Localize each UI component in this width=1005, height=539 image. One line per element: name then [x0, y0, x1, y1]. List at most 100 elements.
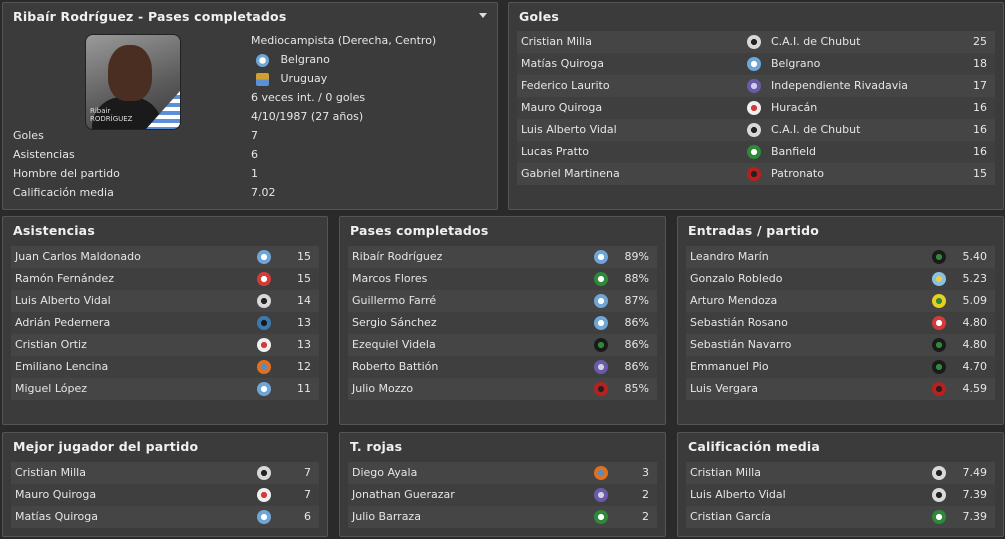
pases-row[interactable]: Guillermo Farré 87%: [348, 290, 657, 312]
club-badge-icon[interactable]: [257, 488, 271, 502]
player-name[interactable]: Gabriel Martinena: [521, 167, 620, 180]
player-name[interactable]: Mauro Quiroga: [15, 488, 97, 501]
club-badge-icon[interactable]: [594, 316, 608, 330]
entradas-row[interactable]: Gonzalo Robledo 5.23: [686, 268, 995, 290]
player-name[interactable]: Emiliano Lencina: [15, 360, 109, 373]
goles-row[interactable]: Cristian Milla C.A.I. de Chubut 25: [517, 31, 995, 53]
player-name[interactable]: Miguel López: [15, 382, 88, 395]
player-name[interactable]: Jonathan Guerazar: [352, 488, 455, 501]
goles-row[interactable]: Mauro Quiroga Huracán 16: [517, 97, 995, 119]
club-badge-icon[interactable]: [257, 466, 271, 480]
player-name[interactable]: Cristian Milla: [690, 466, 761, 479]
club-badge-icon[interactable]: [594, 382, 608, 396]
entradas-row[interactable]: Sebastián Navarro 4.80: [686, 334, 995, 356]
player-club-line[interactable]: Belgrano: [256, 53, 330, 67]
entradas-row[interactable]: Sebastián Rosano 4.80: [686, 312, 995, 334]
player-name[interactable]: Ezequiel Videla: [352, 338, 436, 351]
pases-row[interactable]: Marcos Flores 88%: [348, 268, 657, 290]
club-name[interactable]: Huracán: [771, 101, 818, 114]
club-badge-icon[interactable]: [257, 294, 271, 308]
calificacion-row[interactable]: Cristian Milla 7.49: [686, 462, 995, 484]
goles-row[interactable]: Luis Alberto Vidal C.A.I. de Chubut 16: [517, 119, 995, 141]
player-name[interactable]: Luis Vergara: [690, 382, 758, 395]
entradas-row[interactable]: Emmanuel Pio 4.70: [686, 356, 995, 378]
club-name[interactable]: C.A.I. de Chubut: [771, 35, 861, 48]
club-badge-icon[interactable]: [257, 272, 271, 286]
club-badge-icon[interactable]: [257, 316, 271, 330]
player-nation-line[interactable]: Uruguay: [256, 72, 327, 86]
rojas-row[interactable]: Diego Ayala 3: [348, 462, 657, 484]
club-badge-icon[interactable]: [932, 382, 946, 396]
club-badge-icon[interactable]: [257, 510, 271, 524]
pases-row[interactable]: Roberto Battión 86%: [348, 356, 657, 378]
profile-dropdown-icon[interactable]: [479, 13, 487, 18]
player-name[interactable]: Federico Laurito: [521, 79, 610, 92]
club-badge-icon[interactable]: [257, 338, 271, 352]
club-badge-icon[interactable]: [932, 488, 946, 502]
club-badge-icon[interactable]: [257, 250, 271, 264]
player-name[interactable]: Leandro Marín: [690, 250, 769, 263]
player-name[interactable]: Luis Alberto Vidal: [521, 123, 617, 136]
goles-row[interactable]: Federico Laurito Independiente Rivadavia 1…: [517, 75, 995, 97]
club-name[interactable]: Belgrano: [771, 57, 821, 70]
club-badge-icon[interactable]: [932, 250, 946, 264]
pases-row[interactable]: Ribaír Rodríguez 89%: [348, 246, 657, 268]
entradas-row[interactable]: Luis Vergara 4.59: [686, 378, 995, 400]
player-name[interactable]: Emmanuel Pio: [690, 360, 769, 373]
club-name[interactable]: C.A.I. de Chubut: [771, 123, 861, 136]
calificacion-row[interactable]: Cristian García 7.39: [686, 506, 995, 528]
club-badge-icon[interactable]: [257, 382, 271, 396]
club-badge-icon[interactable]: [932, 272, 946, 286]
club-badge-icon[interactable]: [594, 294, 608, 308]
player-name[interactable]: Guillermo Farré: [352, 294, 437, 307]
entradas-row[interactable]: Arturo Mendoza 5.09: [686, 290, 995, 312]
player-name[interactable]: Matías Quiroga: [521, 57, 604, 70]
club-badge-icon[interactable]: [594, 272, 608, 286]
asistencias-row[interactable]: Emiliano Lencina 12: [11, 356, 319, 378]
pases-row[interactable]: Julio Mozzo 85%: [348, 378, 657, 400]
entradas-row[interactable]: Leandro Marín 5.40: [686, 246, 995, 268]
club-name[interactable]: Independiente Rivadavia: [771, 79, 909, 92]
club-badge-icon[interactable]: [747, 167, 761, 181]
player-name[interactable]: Ribaír Rodríguez: [352, 250, 443, 263]
player-name[interactable]: Lucas Pratto: [521, 145, 589, 158]
club-badge-icon[interactable]: [932, 510, 946, 524]
club-badge-icon[interactable]: [594, 510, 608, 524]
player-name[interactable]: Sebastián Rosano: [690, 316, 788, 329]
player-name[interactable]: Arturo Mendoza: [690, 294, 778, 307]
player-name[interactable]: Julio Mozzo: [352, 382, 414, 395]
player-name[interactable]: Cristian Ortiz: [15, 338, 87, 351]
club-badge-icon[interactable]: [932, 338, 946, 352]
player-name[interactable]: Adrián Pedernera: [15, 316, 111, 329]
player-name[interactable]: Juan Carlos Maldonado: [15, 250, 141, 263]
pases-row[interactable]: Ezequiel Videla 86%: [348, 334, 657, 356]
club-badge-icon[interactable]: [932, 294, 946, 308]
club-badge-icon[interactable]: [594, 466, 608, 480]
asistencias-row[interactable]: Ramón Fernández 15: [11, 268, 319, 290]
club-badge-icon[interactable]: [594, 250, 608, 264]
asistencias-row[interactable]: Adrián Pedernera 13: [11, 312, 319, 334]
player-name[interactable]: Matías Quiroga: [15, 510, 98, 523]
club-badge-icon[interactable]: [594, 360, 608, 374]
asistencias-row[interactable]: Luis Alberto Vidal 14: [11, 290, 319, 312]
club-badge-icon[interactable]: [932, 466, 946, 480]
rojas-row[interactable]: Julio Barraza 2: [348, 506, 657, 528]
player-name[interactable]: Ramón Fernández: [15, 272, 115, 285]
club-name[interactable]: Banfield: [771, 145, 816, 158]
club-badge-icon[interactable]: [747, 145, 761, 159]
club-badge-icon[interactable]: [932, 360, 946, 374]
mejor-row[interactable]: Cristian Milla 7: [11, 462, 319, 484]
player-name[interactable]: Diego Ayala: [352, 466, 418, 479]
club-badge-icon[interactable]: [747, 57, 761, 71]
asistencias-row[interactable]: Cristian Ortiz 13: [11, 334, 319, 356]
player-name[interactable]: Cristian Milla: [15, 466, 86, 479]
goles-row[interactable]: Gabriel Martinena Patronato 15: [517, 163, 995, 185]
mejor-row[interactable]: Matías Quiroga 6: [11, 506, 319, 528]
club-badge-icon[interactable]: [747, 79, 761, 93]
rojas-row[interactable]: Jonathan Guerazar 2: [348, 484, 657, 506]
mejor-row[interactable]: Mauro Quiroga 7: [11, 484, 319, 506]
asistencias-row[interactable]: Juan Carlos Maldonado 15: [11, 246, 319, 268]
goles-row[interactable]: Lucas Pratto Banfield 16: [517, 141, 995, 163]
club-badge-icon[interactable]: [257, 360, 271, 374]
player-name[interactable]: Mauro Quiroga: [521, 101, 603, 114]
